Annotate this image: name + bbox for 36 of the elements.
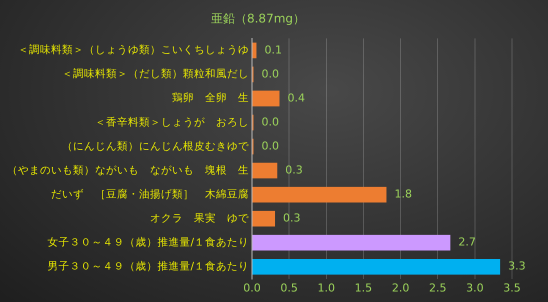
bar: [252, 186, 386, 202]
y-tick-label: 女子３０～４９（歳）推進量/１食あたり: [47, 235, 249, 248]
y-tick-label: ＜香辛料類＞しょうが おろし: [95, 115, 249, 128]
x-tick-label: 0.5: [280, 281, 298, 294]
data-label: 0.0: [261, 67, 279, 80]
data-label: 0.0: [261, 115, 279, 128]
x-tick-label: 0.0: [243, 281, 261, 294]
y-tick-label: オクラ 果実 ゆで: [150, 211, 250, 224]
x-tick-label: 1.5: [354, 281, 372, 294]
bar: [252, 90, 280, 106]
data-label: 0.3: [283, 212, 301, 225]
data-label: 3.3: [508, 260, 526, 273]
bar: [252, 210, 276, 227]
data-label: 0.3: [285, 163, 303, 176]
y-tick-label: ＜調味料類＞（だし類）顆粒和風だし: [62, 67, 249, 80]
data-label: 0.4: [287, 91, 305, 104]
y-tick-label: ＜調味料類＞（しょうゆ類）こいくちしょうゆ: [18, 43, 249, 56]
y-tick-label: 男子３０～４９（歳）推進量/１食あたり: [47, 260, 249, 273]
y-tick-label: 鶏卵 全卵 生: [172, 91, 249, 104]
x-tick-label: 1.0: [318, 281, 336, 294]
x-tick-label: 2.5: [428, 281, 446, 294]
bar: [252, 42, 256, 58]
x-tick-label: 2.0: [392, 281, 410, 294]
chart-title: 亜鉛（8.87mg）: [210, 11, 306, 26]
y-tick-label: （やまのいも類）ながいも ながいも 塊根 生: [7, 163, 249, 176]
data-label: 0.1: [264, 43, 282, 56]
y-tick-label: だいず ［豆腐・油揚げ類］ 木綿豆腐: [51, 187, 249, 200]
bar: [252, 234, 450, 251]
data-label: 1.8: [394, 188, 412, 201]
bar: [252, 162, 278, 178]
bar: [252, 258, 500, 275]
data-label: 2.7: [458, 236, 476, 249]
x-tick-label: 3.0: [466, 281, 484, 294]
x-tick-label: 3.5: [503, 281, 521, 294]
data-label: 0.0: [261, 139, 279, 152]
y-tick-label: （にんじん類）にんじん根皮むきゆで: [62, 139, 250, 152]
